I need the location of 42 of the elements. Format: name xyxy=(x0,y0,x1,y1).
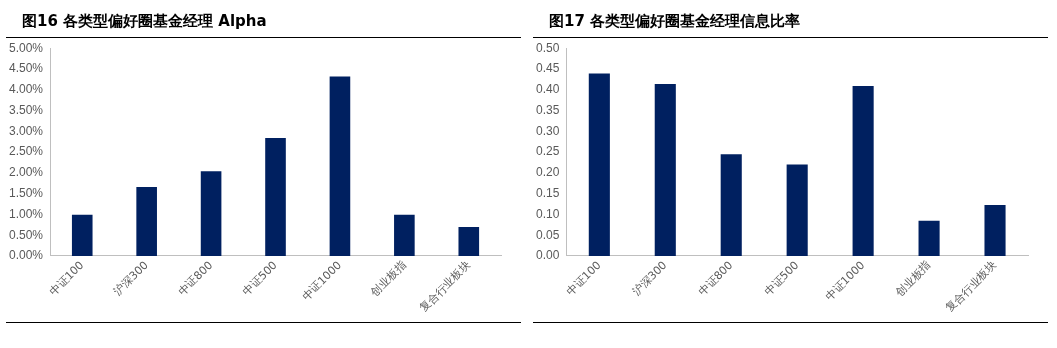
bar xyxy=(786,164,808,256)
bar xyxy=(71,214,93,256)
y-tick-label: 0.40 xyxy=(536,82,560,97)
y-tick-label: 0.35 xyxy=(536,102,560,117)
y-tick-label: 0.10 xyxy=(536,206,560,221)
x-tick-label: 创业板指 xyxy=(892,258,934,299)
x-tick-label: 复合行业板块 xyxy=(417,258,473,315)
y-tick-label: 4.00% xyxy=(8,82,44,97)
chart-title: 图16 各类型偏好圈基金经理 Alpha xyxy=(6,4,521,38)
y-tick-label: 0.00% xyxy=(8,248,44,263)
bar xyxy=(394,214,415,256)
bar xyxy=(918,220,940,256)
y-tick-label: 2.00% xyxy=(8,165,44,180)
bar xyxy=(654,83,676,256)
bar xyxy=(458,226,480,256)
y-tick-label: 1.50% xyxy=(8,185,44,200)
y-tick-label: 2.50% xyxy=(8,144,44,159)
y-tick-label: 0.20 xyxy=(536,165,560,180)
bar xyxy=(329,76,351,256)
y-tick-label: 0.25 xyxy=(536,144,560,159)
x-tick-label: 创业板指 xyxy=(368,258,409,299)
y-tick-label: 0.05 xyxy=(536,227,560,242)
bar xyxy=(720,154,742,256)
y-tick-label: 3.00% xyxy=(8,123,44,138)
y-tick-label: 0.45 xyxy=(536,61,560,76)
y-tick-label: 4.50% xyxy=(8,61,44,76)
bar xyxy=(265,137,286,256)
y-tick-label: 3.50% xyxy=(8,102,44,117)
chart-title: 图17 各类型偏好圈基金经理信息比率 xyxy=(533,4,1048,38)
bar xyxy=(852,86,874,256)
y-tick-label: 1.00% xyxy=(8,206,44,221)
x-tick-label: 复合行业板块 xyxy=(943,258,1000,315)
y-tick-label: 0.50% xyxy=(8,227,44,242)
y-tick-label: 5.00% xyxy=(8,40,44,55)
bar xyxy=(984,204,1006,256)
bar xyxy=(588,73,610,256)
bar xyxy=(200,171,222,256)
y-tick-label: 0.15 xyxy=(536,185,560,200)
y-tick-label: 0.00 xyxy=(536,248,560,263)
y-tick-label: 0.50 xyxy=(536,40,560,55)
y-tick-label: 0.30 xyxy=(536,123,560,138)
bar xyxy=(136,187,157,256)
